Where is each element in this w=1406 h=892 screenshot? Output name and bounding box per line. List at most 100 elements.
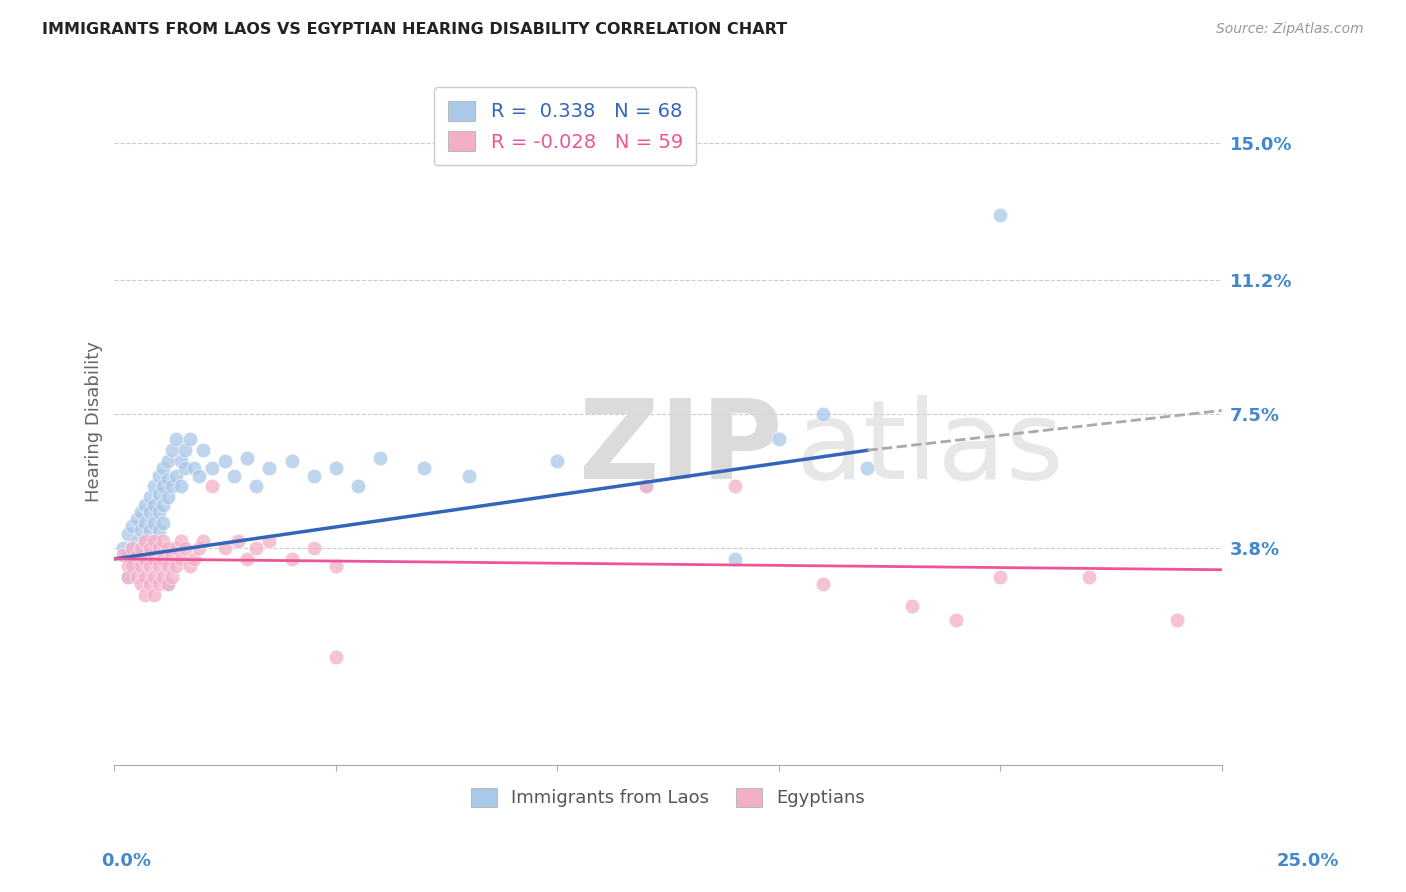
Point — [856, 461, 879, 475]
Point — [125, 533, 148, 548]
Point — [280, 454, 302, 468]
Y-axis label: Hearing Disability: Hearing Disability — [86, 341, 103, 502]
Point — [988, 570, 1011, 584]
Point — [160, 479, 183, 493]
Point — [170, 533, 193, 548]
Point — [143, 479, 166, 493]
Point — [236, 450, 259, 465]
Point — [121, 541, 143, 555]
Point — [723, 479, 745, 493]
Point — [325, 649, 347, 664]
Point — [134, 552, 156, 566]
Point — [156, 472, 179, 486]
Text: Source: ZipAtlas.com: Source: ZipAtlas.com — [1216, 22, 1364, 37]
Point — [134, 533, 156, 548]
Point — [222, 468, 245, 483]
Point — [129, 505, 152, 519]
Point — [148, 468, 170, 483]
Point — [156, 559, 179, 574]
Point — [160, 570, 183, 584]
Point — [183, 552, 205, 566]
Point — [457, 468, 479, 483]
Point — [302, 541, 325, 555]
Point — [302, 468, 325, 483]
Point — [174, 461, 197, 475]
Point — [134, 516, 156, 530]
Point — [187, 541, 209, 555]
Point — [183, 461, 205, 475]
Point — [201, 479, 224, 493]
Point — [988, 208, 1011, 222]
Text: IMMIGRANTS FROM LAOS VS EGYPTIAN HEARING DISABILITY CORRELATION CHART: IMMIGRANTS FROM LAOS VS EGYPTIAN HEARING… — [42, 22, 787, 37]
Point — [368, 450, 391, 465]
Point — [139, 541, 162, 555]
Point — [236, 552, 259, 566]
Point — [143, 516, 166, 530]
Point — [152, 498, 174, 512]
Point — [165, 433, 187, 447]
Point — [134, 588, 156, 602]
Point — [117, 559, 139, 574]
Point — [174, 541, 197, 555]
Point — [117, 570, 139, 584]
Point — [143, 570, 166, 584]
Point — [148, 505, 170, 519]
Point — [139, 491, 162, 505]
Point — [152, 570, 174, 584]
Point — [121, 519, 143, 533]
Point — [634, 479, 657, 493]
Point — [139, 523, 162, 537]
Point — [139, 505, 162, 519]
Point — [214, 541, 236, 555]
Point — [121, 559, 143, 574]
Point — [134, 552, 156, 566]
Point — [152, 516, 174, 530]
Point — [156, 577, 179, 591]
Point — [228, 533, 250, 548]
Point — [143, 588, 166, 602]
Point — [148, 559, 170, 574]
Legend: Immigrants from Laos, Egyptians: Immigrants from Laos, Egyptians — [464, 780, 872, 814]
Point — [546, 454, 568, 468]
Point — [125, 570, 148, 584]
Point — [280, 552, 302, 566]
Point — [723, 552, 745, 566]
Point — [179, 559, 201, 574]
Point — [165, 541, 187, 555]
Point — [129, 541, 152, 555]
Point — [900, 599, 922, 613]
Point — [152, 552, 174, 566]
Point — [160, 548, 183, 562]
Point — [143, 533, 166, 548]
Point — [156, 491, 179, 505]
Point — [156, 541, 179, 555]
Point — [152, 479, 174, 493]
Point — [811, 577, 834, 591]
Point — [125, 552, 148, 566]
Point — [125, 548, 148, 562]
Point — [245, 479, 267, 493]
Text: atlas: atlas — [796, 395, 1064, 502]
Point — [259, 533, 281, 548]
Point — [165, 468, 187, 483]
Point — [125, 512, 148, 526]
Point — [112, 541, 135, 555]
Point — [139, 541, 162, 555]
Point — [117, 526, 139, 541]
Point — [214, 454, 236, 468]
Point — [139, 577, 162, 591]
Point — [129, 559, 152, 574]
Point — [191, 533, 214, 548]
Point — [245, 541, 267, 555]
Point — [201, 461, 224, 475]
Text: 25.0%: 25.0% — [1277, 852, 1339, 870]
Point — [945, 614, 967, 628]
Point — [152, 533, 174, 548]
Point — [160, 443, 183, 458]
Point — [117, 548, 139, 562]
Point — [129, 541, 152, 555]
Point — [187, 468, 209, 483]
Text: 0.0%: 0.0% — [101, 852, 152, 870]
Point — [139, 559, 162, 574]
Point — [179, 433, 201, 447]
